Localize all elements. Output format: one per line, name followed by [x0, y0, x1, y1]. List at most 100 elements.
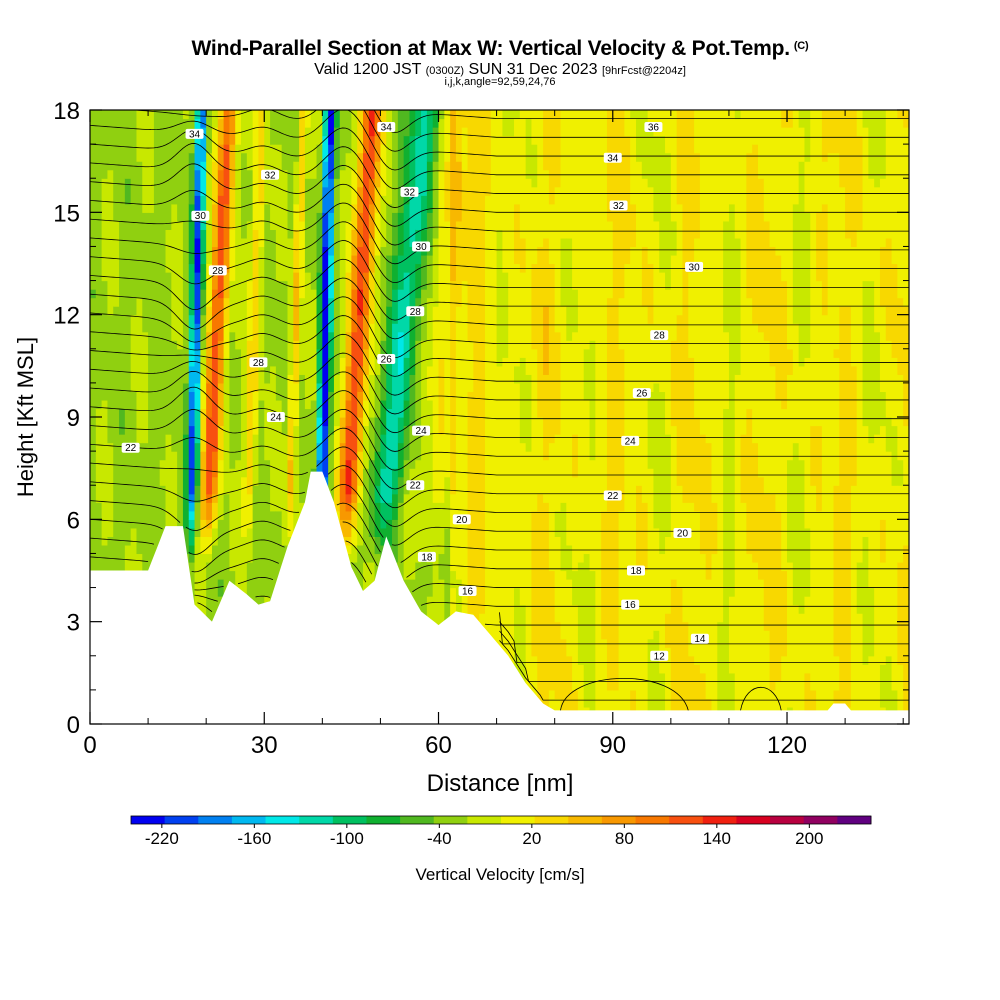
contour-label-bg — [673, 527, 692, 538]
isentrope-line — [90, 370, 909, 434]
isentrope-line — [194, 562, 909, 607]
isentrope-line — [90, 483, 909, 546]
chart-subtitle-indices: i,j,k,angle=92,59,24,76 — [444, 76, 556, 88]
contour-label: 28 — [212, 266, 224, 277]
isentrope-line — [499, 621, 909, 663]
contour-label: 24 — [625, 436, 637, 447]
contour-label: 20 — [456, 515, 468, 526]
contour-label-bg — [185, 128, 204, 139]
colorbar-swatch — [736, 816, 771, 824]
terrain — [90, 471, 909, 724]
isentrope-line — [90, 221, 909, 283]
colorbar-tick-label: -160 — [237, 829, 271, 848]
contour-label-bg — [609, 200, 628, 211]
contour-label: 34 — [381, 123, 393, 134]
contour-label: 16 — [462, 586, 474, 597]
colorbar-swatch — [265, 816, 300, 824]
contour-label: 34 — [189, 129, 201, 140]
x-tick-label: 120 — [767, 732, 807, 759]
contour-label: 32 — [613, 201, 625, 212]
colorbar-swatch — [131, 816, 166, 824]
colorbar-tick-label: -40 — [427, 829, 452, 848]
contour-label: 20 — [677, 528, 689, 539]
colorbar-swatch — [534, 816, 569, 824]
contour-label: 16 — [625, 600, 637, 611]
contour-label-bg — [191, 210, 210, 221]
colorbar-swatch — [433, 816, 468, 824]
contour-label: 18 — [630, 566, 642, 577]
contour-label: 26 — [381, 355, 393, 366]
contour-label-bg — [458, 585, 477, 596]
contour-label: 22 — [410, 481, 422, 492]
contour-label-bg — [249, 357, 268, 368]
chart-subtitle: Valid 1200 JST (0300Z) SUN 31 Dec 2023 [… — [314, 61, 686, 78]
isentrope-line — [90, 143, 909, 208]
isentrope-line — [90, 277, 909, 340]
x-tick-label: 60 — [425, 732, 452, 759]
contour-label-bg — [406, 306, 425, 317]
contour-label-bg — [406, 480, 425, 491]
y-tick-label: 12 — [53, 303, 80, 330]
contour-label: 26 — [636, 389, 648, 400]
contour-label: 28 — [253, 358, 265, 369]
isentrope-line — [90, 333, 909, 396]
x-tick-label: 90 — [599, 732, 626, 759]
contour-label: 22 — [125, 443, 137, 454]
contour-label: 18 — [421, 552, 433, 563]
isentrope-line — [90, 202, 909, 265]
isentrope-line — [90, 296, 909, 359]
contour-label: 32 — [265, 170, 277, 181]
isentrope-line — [90, 521, 909, 578]
contour-label-bg — [644, 122, 663, 133]
isentrope-line — [90, 465, 909, 527]
isentrope-line — [740, 686, 782, 711]
contour-label: 30 — [689, 262, 701, 273]
contour-label: 14 — [694, 634, 706, 645]
contour-label-bg — [603, 490, 622, 501]
contour-label-bg — [452, 514, 471, 525]
isentrope-line — [90, 352, 909, 415]
y-axis-label: Height [Kft MSL] — [13, 337, 38, 497]
colorbar-frame — [130, 815, 872, 825]
chart-title: Wind-Parallel Section at Max W: Vertical… — [191, 37, 809, 60]
contour-label: 24 — [416, 426, 428, 437]
isentrope-line — [90, 386, 909, 452]
contour-label-bg — [377, 122, 396, 133]
colorbar-swatch — [467, 816, 502, 824]
contour-label-bg — [627, 565, 645, 576]
colorbar-tick-label: 80 — [615, 829, 634, 848]
isentrope-line — [90, 315, 909, 377]
colorbar-swatch — [770, 816, 805, 824]
colorbar-label: Vertical Velocity [cm/s] — [415, 865, 584, 884]
isentrope-line — [499, 640, 909, 701]
contour-label-bg — [412, 425, 431, 436]
isentrope-line — [194, 594, 909, 626]
colorbar-tick-label: -100 — [330, 829, 364, 848]
isentrope-line — [129, 110, 909, 152]
colorbar-swatch — [198, 816, 233, 824]
colorbar-tick-label: 200 — [795, 829, 823, 848]
colorbar-swatch — [299, 816, 334, 824]
contour-label-bg — [690, 633, 709, 644]
colorbar-swatch — [669, 816, 704, 824]
contour-label-bg — [266, 412, 285, 422]
isentrope-line — [192, 110, 909, 133]
contour-label: 34 — [607, 153, 619, 164]
contour-label-bg — [621, 435, 640, 446]
contour-label: 36 — [648, 123, 660, 134]
isentrope-line — [90, 427, 909, 490]
contour-label: 28 — [410, 307, 422, 318]
contour-label-bg — [685, 261, 704, 272]
isentrope-line — [90, 163, 909, 227]
x-tick-label: 0 — [83, 732, 96, 759]
contour-label: 24 — [270, 413, 282, 424]
isentrope-contours: 12 14 16 16 18 18 20 20 22 22 22 24 24 24 26 26 28 28 28 28… — [90, 110, 909, 711]
colorbar-tick-label: -220 — [145, 829, 179, 848]
y-tick-label: 3 — [67, 610, 80, 637]
contour-label-bg — [400, 186, 419, 197]
x-tick-label: 30 — [251, 732, 278, 759]
contour-label: 30 — [416, 242, 428, 253]
contour-label-bg — [412, 241, 431, 252]
